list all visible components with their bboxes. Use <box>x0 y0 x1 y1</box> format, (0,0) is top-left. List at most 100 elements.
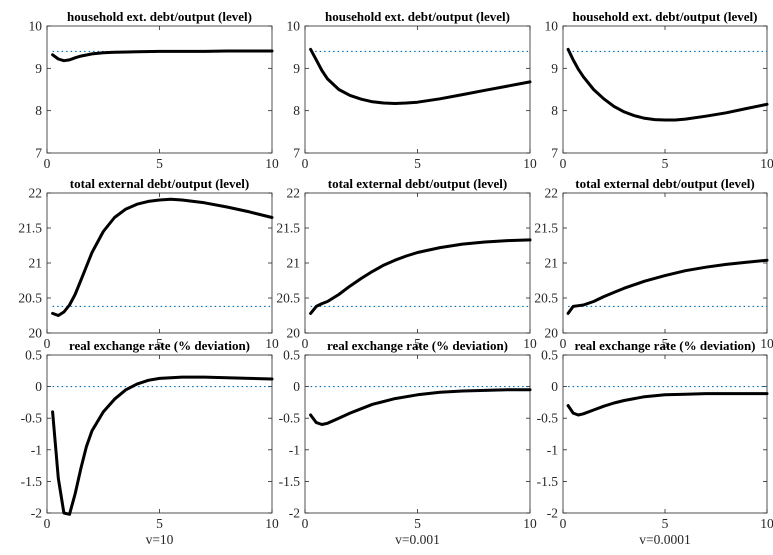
x-tick-label: 0 <box>560 336 567 351</box>
y-tick-label: 22 <box>29 186 43 201</box>
y-tick-label: 21.5 <box>276 221 300 236</box>
y-tick-label: 20 <box>29 326 43 341</box>
subplot-3-2: real exchange rate (% deviation) -2 -1.5 -1… <box>279 338 537 547</box>
y-tick-label: 0.5 <box>283 348 300 363</box>
y-tick-label: -0.5 <box>279 411 301 426</box>
x-tick-label: 0 <box>44 336 51 351</box>
impulse-response-line <box>566 47 769 122</box>
x-tick-label: 10 <box>523 156 537 171</box>
x-tick-label: 5 <box>156 156 163 171</box>
y-tick-label: 10 <box>287 19 301 34</box>
y-tick-label: 20.5 <box>276 291 300 306</box>
x-axis-label: v=0.0001 <box>639 532 691 547</box>
y-tick-label: 10 <box>29 19 43 34</box>
impulse-response-line <box>309 388 532 426</box>
x-tick-label: 0 <box>44 156 51 171</box>
y-tick-label: 22 <box>545 186 559 201</box>
subplot-2-1: total external debt/output (level) 20 20.5… <box>18 176 279 351</box>
x-tick-label: 10 <box>523 516 537 531</box>
subplot-1-1: household ext. debt/output (level) 7 8 9 10 0… <box>29 9 280 171</box>
subplot-title: total external debt/output (level) <box>328 176 507 191</box>
x-tick-label: 5 <box>156 516 163 531</box>
subplot-2-3: total external debt/output (level) 20 20.5… <box>534 176 773 351</box>
y-tick-label: -1.5 <box>537 474 559 489</box>
y-tick-label: 20 <box>287 326 301 341</box>
y-tick-label: 21 <box>545 256 559 271</box>
y-tick-label: 0.5 <box>25 348 42 363</box>
y-tick-label: 8 <box>551 103 558 118</box>
y-tick-label: 8 <box>293 103 300 118</box>
subplot-3-1: real exchange rate (% deviation) -2 -1.5 -1… <box>21 338 279 547</box>
y-tick-label: 7 <box>35 146 42 161</box>
y-tick-label: -1 <box>547 442 558 457</box>
y-tick-label: -1.5 <box>21 474 43 489</box>
axes-box <box>46 25 273 154</box>
y-tick-label: 20.5 <box>18 291 42 306</box>
y-tick-label: 9 <box>551 61 558 76</box>
x-tick-label: 5 <box>662 516 669 531</box>
y-tick-label: 0.5 <box>541 348 558 363</box>
x-tick-label: 0 <box>302 516 309 531</box>
subplot-title: total external debt/output (level) <box>575 176 754 191</box>
y-tick-label: 21.5 <box>534 221 558 236</box>
x-tick-label: 0 <box>302 336 309 351</box>
x-axis-label: v=0.001 <box>395 532 440 547</box>
impulse-response-line <box>309 238 532 315</box>
y-tick-label: -0.5 <box>21 411 43 426</box>
y-tick-label: 0 <box>293 379 300 394</box>
y-tick-label: -1 <box>289 442 300 457</box>
y-tick-label: -0.5 <box>537 411 559 426</box>
x-tick-label: 10 <box>265 336 279 351</box>
x-tick-label: 5 <box>414 156 421 171</box>
axes-box <box>304 192 531 334</box>
subplot-title: real exchange rate (% deviation) <box>69 338 250 353</box>
x-tick-label: 5 <box>414 516 421 531</box>
x-tick-label: 10 <box>265 516 279 531</box>
y-tick-label: -1 <box>31 442 42 457</box>
subplot-title: real exchange rate (% deviation) <box>575 338 756 353</box>
x-tick-label: 10 <box>760 336 773 351</box>
y-tick-label: 22 <box>287 186 301 201</box>
y-tick-label: 7 <box>551 146 558 161</box>
y-tick-label: -2 <box>289 506 300 521</box>
y-tick-label: 21.5 <box>18 221 42 236</box>
y-tick-label: 0 <box>551 379 558 394</box>
subplot-title: household ext. debt/output (level) <box>67 9 252 24</box>
axes-box <box>562 354 768 514</box>
x-tick-label: 10 <box>265 156 279 171</box>
impulse-response-line <box>51 49 274 63</box>
x-tick-label: 0 <box>44 516 51 531</box>
x-tick-label: 0 <box>560 516 567 531</box>
y-tick-label: 7 <box>293 146 300 161</box>
impulse-response-line <box>566 392 769 417</box>
y-tick-label: 21 <box>287 256 301 271</box>
x-tick-label: 10 <box>523 336 537 351</box>
subplot-2-2: total external debt/output (level) 20 20.5… <box>276 176 537 351</box>
x-tick-label: 5 <box>156 336 163 351</box>
y-tick-label: -1.5 <box>279 474 301 489</box>
y-tick-label: 9 <box>293 61 300 76</box>
y-tick-label: 0 <box>35 379 42 394</box>
axes-box <box>46 192 273 334</box>
x-tick-label: 10 <box>760 156 773 171</box>
impulse-response-line <box>51 197 274 317</box>
x-axis-label: v=10 <box>146 532 174 547</box>
y-tick-label: 9 <box>35 61 42 76</box>
y-tick-label: 10 <box>545 19 559 34</box>
subplot-title: household ext. debt/output (level) <box>573 9 758 24</box>
y-tick-label: 8 <box>35 103 42 118</box>
subplot-1-2: household ext. debt/output (level) 7 8 9 10 0… <box>287 9 538 171</box>
y-tick-label: 21 <box>29 256 43 271</box>
subplot-1-3: household ext. debt/output (level) 7 8 9 10 0… <box>545 9 773 171</box>
subplot-title: real exchange rate (% deviation) <box>327 338 508 353</box>
axes-box <box>304 354 531 514</box>
y-tick-label: -2 <box>31 506 42 521</box>
x-tick-label: 5 <box>662 336 669 351</box>
subplot-3-3: real exchange rate (% deviation) -2 -1.5 -1… <box>537 338 773 547</box>
impulse-response-line <box>566 258 769 315</box>
impulse-response-line <box>309 47 532 105</box>
y-tick-label: -2 <box>547 506 558 521</box>
x-tick-label: 5 <box>414 336 421 351</box>
x-tick-label: 10 <box>760 516 773 531</box>
